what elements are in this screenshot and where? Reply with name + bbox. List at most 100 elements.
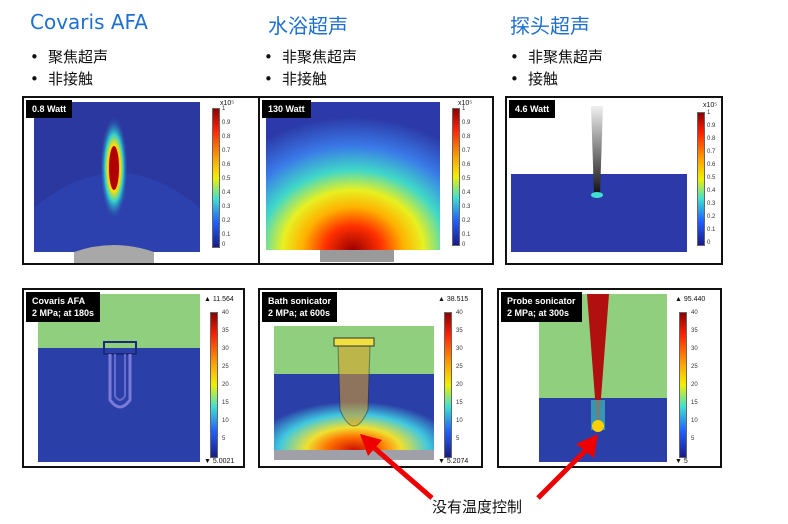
- bullet-item: 非接触: [30, 68, 108, 90]
- tick-label: 30: [222, 346, 229, 352]
- tick-label: 0.6: [222, 162, 231, 168]
- colorbar: [212, 108, 220, 248]
- tick-label: 40: [456, 310, 463, 316]
- tick-label: 0: [462, 242, 466, 248]
- colorbar-min: ▼ 5.2074: [438, 458, 469, 465]
- tick-label: 0.9: [222, 120, 231, 126]
- colorbar-max: ▲ 95.440: [675, 296, 706, 303]
- bath-condition-tag: Bath sonicator 2 MPa; at 600s: [262, 292, 338, 322]
- tick-label: 20: [456, 382, 463, 388]
- covaris-bullets: 聚焦超声 非接触: [30, 46, 108, 90]
- colorbar-exponent: x10⁵: [703, 102, 718, 109]
- tick-label: 5: [222, 436, 226, 442]
- tick-label: 0.1: [707, 227, 716, 233]
- tick-label: 0.7: [462, 148, 471, 154]
- covaris-pressure-field: [34, 102, 200, 263]
- probe-power-tag: 4.6 Watt: [509, 100, 556, 118]
- colorbar-exponent: x10⁵: [220, 100, 235, 107]
- tick-label: 10: [222, 418, 229, 424]
- tick-label: 20: [222, 382, 229, 388]
- tick-label: 0.4: [462, 190, 471, 196]
- probe-pressure-field: [511, 102, 687, 252]
- colorbar: [444, 312, 452, 458]
- covaris-pressure-plot: 0.8 Watt x10⁵ 1 0.9 0.8 0.7 0.6 0.5 0.4 …: [22, 96, 265, 265]
- bullet-item: 接触: [510, 68, 603, 90]
- tick-label: 0.5: [707, 175, 716, 181]
- tick-label: 40: [222, 310, 229, 316]
- tick-label: 1: [707, 110, 711, 116]
- no-temperature-control-label: 没有温度控制: [432, 498, 523, 516]
- tick-label: 0.5: [222, 176, 231, 182]
- probe-title: 探头超声: [510, 14, 590, 38]
- tick-label: 5: [691, 436, 695, 442]
- tick-label: 0.8: [222, 134, 231, 140]
- probe-bullets: 非聚焦超声 接触: [510, 46, 603, 90]
- tick-label: 0: [222, 242, 226, 248]
- tick-label: 0.5: [462, 176, 471, 182]
- tick-label: 0.2: [707, 214, 716, 220]
- probe-condition-tag: Probe sonicator 2 MPa; at 300s: [501, 292, 582, 322]
- colorbar: [452, 108, 460, 246]
- tick-label: 0.3: [462, 204, 471, 210]
- tick-label: 20: [691, 382, 698, 388]
- tick-label: 0.4: [707, 188, 716, 194]
- tick-label: 25: [456, 364, 463, 370]
- tick-label: 0.4: [222, 190, 231, 196]
- tick-label: 0.2: [222, 218, 231, 224]
- tick-label: 5: [456, 436, 460, 442]
- covaris-condition-tag: Covaris AFA 2 MPa; at 180s: [26, 292, 101, 322]
- bath-temperature-field: [274, 326, 434, 460]
- tick-label: 25: [222, 364, 229, 370]
- water-bath-bullets: 非聚焦超声 非接触: [264, 46, 357, 90]
- tick-label: 40: [691, 310, 698, 316]
- tick-label: 0.2: [462, 218, 471, 224]
- tick-label: 1: [222, 106, 226, 112]
- tick-label: 0.9: [707, 123, 716, 129]
- tick-label: 0.3: [707, 201, 716, 207]
- tick-label: 10: [691, 418, 698, 424]
- tick-label: 0.8: [707, 136, 716, 142]
- bath-pressure-field: [266, 102, 440, 262]
- tick-label: 35: [222, 328, 229, 334]
- tick-label: 1: [462, 106, 466, 112]
- covaris-title: Covaris AFA: [30, 10, 148, 34]
- tick-label: 0.7: [222, 148, 231, 154]
- colorbar-exponent: x10⁵: [458, 100, 473, 107]
- tick-label: 0.7: [707, 149, 716, 155]
- colorbar: [697, 112, 705, 246]
- colorbar-max: ▲ 38.515: [438, 296, 469, 303]
- covaris-temperature-plot: Covaris AFA 2 MPa; at 180s ▲ 11.564 ▼ 5.…: [22, 288, 245, 468]
- bullet-item: 聚焦超声: [30, 46, 108, 68]
- tick-label: 15: [691, 400, 698, 406]
- tick-label: 0.6: [707, 162, 716, 168]
- bullet-item: 非接触: [264, 68, 357, 90]
- bath-pressure-plot: 130 Watt x10⁵ 1 0.9 0.8 0.7 0.6 0.5 0.4 …: [258, 96, 494, 265]
- bath-temperature-plot: Bath sonicator 2 MPa; at 600s ▲ 38.515 ▼…: [258, 288, 483, 468]
- tick-label: 10: [456, 418, 463, 424]
- bullet-item: 非聚焦超声: [264, 46, 357, 68]
- tick-label: 0.8: [462, 134, 471, 140]
- tick-label: 25: [691, 364, 698, 370]
- bath-power-tag: 130 Watt: [262, 100, 311, 118]
- covaris-power-tag: 0.8 Watt: [26, 100, 73, 118]
- tick-label: 0.9: [462, 120, 471, 126]
- tick-label: 0.1: [222, 232, 231, 238]
- water-bath-title: 水浴超声: [268, 14, 348, 38]
- tick-label: 0: [707, 240, 711, 246]
- colorbar: [679, 312, 687, 458]
- tick-label: 30: [691, 346, 698, 352]
- colorbar-max: ▲ 11.564: [204, 296, 234, 303]
- colorbar-min: ▼ 5.0021: [204, 458, 235, 465]
- tick-label: 0.6: [462, 162, 471, 168]
- bullet-item: 非聚焦超声: [510, 46, 603, 68]
- tick-label: 15: [222, 400, 229, 406]
- tick-label: 35: [456, 328, 463, 334]
- colorbar-min: ▼ 5: [675, 458, 688, 465]
- tick-label: 15: [456, 400, 463, 406]
- tick-label: 0.3: [222, 204, 231, 210]
- tick-label: 0.1: [462, 232, 471, 238]
- colorbar: [210, 312, 218, 458]
- tick-label: 30: [456, 346, 463, 352]
- tick-label: 35: [691, 328, 698, 334]
- probe-temperature-plot: Probe sonicator 2 MPa; at 300s ▲ 95.440 …: [497, 288, 722, 468]
